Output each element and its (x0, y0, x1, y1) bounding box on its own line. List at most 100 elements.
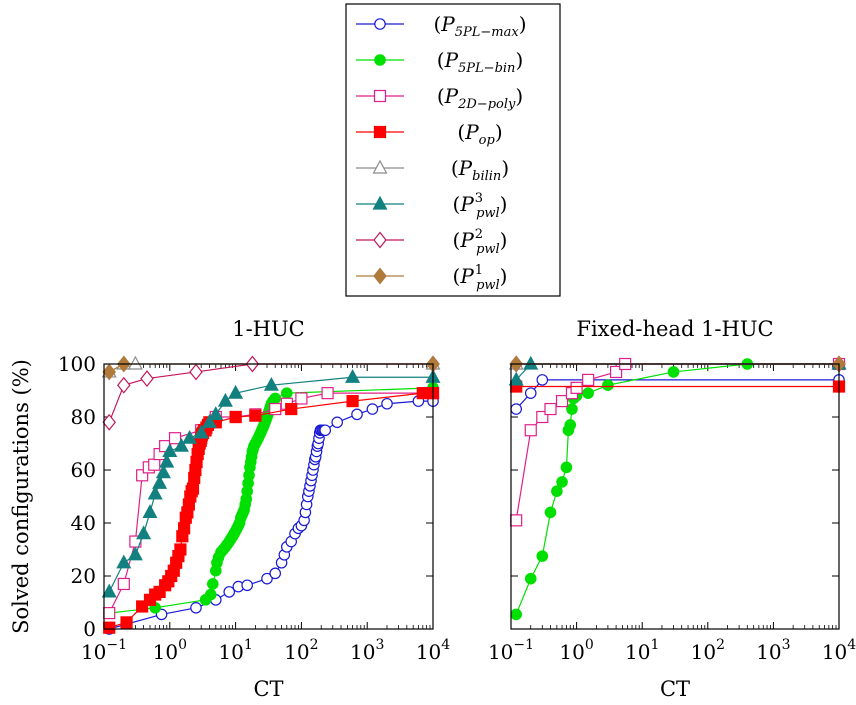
y-tick-label: 100 (58, 352, 96, 376)
data-point (174, 543, 187, 556)
legend-box (345, 3, 561, 297)
plot-1huc: 10−1 100 101 102 103 104 0 20 40 60 80 100 1-HUC CT So… (9, 317, 450, 701)
plot-frame (510, 363, 840, 630)
data-point (189, 363, 203, 381)
data-point (201, 414, 217, 428)
legend-marker (374, 18, 386, 30)
data-point (142, 504, 158, 519)
x-tick-label: 101 (625, 637, 659, 664)
data-point (116, 554, 132, 569)
legend-marker (372, 159, 388, 174)
data-point (555, 395, 569, 408)
data-point (551, 485, 563, 497)
data-point (101, 583, 117, 598)
data-point (346, 395, 359, 408)
data-point (103, 606, 116, 620)
data-point (416, 387, 429, 400)
series-pop (103, 387, 440, 634)
series-line (108, 363, 433, 373)
legend: (P5PL−max) (P5PL−bin) (P2D−poly) (Pop) (Pbil… (345, 3, 561, 297)
data-point (510, 514, 523, 527)
data-point (536, 374, 549, 386)
data-point (556, 476, 568, 488)
data-point (560, 461, 573, 474)
legend-label: (P1 pwl) (453, 263, 508, 293)
data-point (136, 600, 149, 613)
data-point (217, 392, 233, 407)
data-point (148, 458, 161, 471)
series-pbilin (101, 355, 441, 378)
x-tick-label: 102 (284, 637, 318, 664)
data-point (117, 577, 130, 591)
data-point (544, 402, 557, 416)
data-point (582, 387, 594, 399)
data-point (178, 522, 191, 535)
data-point (508, 371, 524, 386)
data-point (147, 485, 163, 500)
data-point (510, 608, 522, 621)
x-tick-label: 102 (691, 637, 725, 664)
legend-marker (373, 125, 387, 139)
data-point (102, 413, 116, 431)
series-p1pwl (102, 355, 440, 381)
data-point (261, 572, 273, 585)
data-point (295, 392, 308, 405)
data-point (345, 368, 361, 383)
y-tick-label: 80 (71, 405, 96, 429)
data-point (190, 601, 202, 614)
legend-marker (373, 89, 387, 103)
x-axis-label: CT (660, 677, 690, 701)
x-tick-label: 103 (350, 637, 384, 664)
data-point (263, 376, 279, 391)
legend-label: (P3 pwl) (453, 191, 508, 221)
series-line (515, 363, 839, 521)
data-point (269, 392, 282, 405)
data-point (127, 546, 143, 561)
chart-title: Fixed-head 1-HUC (576, 317, 773, 341)
series-p2d-poly (510, 357, 846, 527)
data-point (544, 506, 557, 519)
data-point (127, 355, 143, 370)
legend-label: (P5PL−max) (433, 12, 526, 40)
data-point (205, 588, 217, 601)
data-point (319, 424, 332, 437)
legend-entry-pop: (Pop) (356, 120, 503, 148)
data-point (536, 410, 549, 424)
x-tick-label: 10−1 (488, 637, 534, 664)
data-point (102, 363, 116, 381)
legend-entry-p2d-poly: (P2D−poly) (356, 84, 523, 112)
data-point (103, 621, 116, 634)
legend-entry-p2pwl: (P2 pwl) (356, 227, 507, 257)
legend-entry-p5pl-max: (P5PL−max) (356, 12, 527, 40)
legend-label: (P5PL−bin) (437, 48, 524, 76)
legend-entry-pbilin: (Pbilin) (356, 156, 509, 184)
data-point (524, 424, 537, 437)
data-point (168, 432, 182, 445)
legend-marker (372, 195, 388, 210)
data-point (524, 387, 537, 399)
data-point (228, 384, 244, 399)
legend-marker (373, 231, 387, 249)
series-p5pl-max (103, 395, 439, 635)
data-point (269, 567, 282, 580)
data-point (193, 424, 209, 439)
legend-marker (374, 54, 386, 66)
data-point (566, 403, 578, 415)
data-point (510, 403, 522, 415)
x-tick-label: 10−1 (81, 637, 127, 664)
data-point (155, 464, 171, 479)
data-point (321, 387, 334, 400)
data-point (173, 437, 189, 452)
data-point (182, 429, 198, 444)
data-point (281, 387, 293, 399)
data-point (570, 381, 583, 394)
data-point (351, 408, 363, 421)
plot-frame (103, 363, 434, 630)
series-pbilin (508, 355, 847, 370)
data-point (120, 616, 133, 629)
data-point (117, 376, 131, 394)
data-point (582, 373, 595, 386)
data-point (524, 572, 537, 585)
series-p5pl-bin (103, 382, 439, 619)
